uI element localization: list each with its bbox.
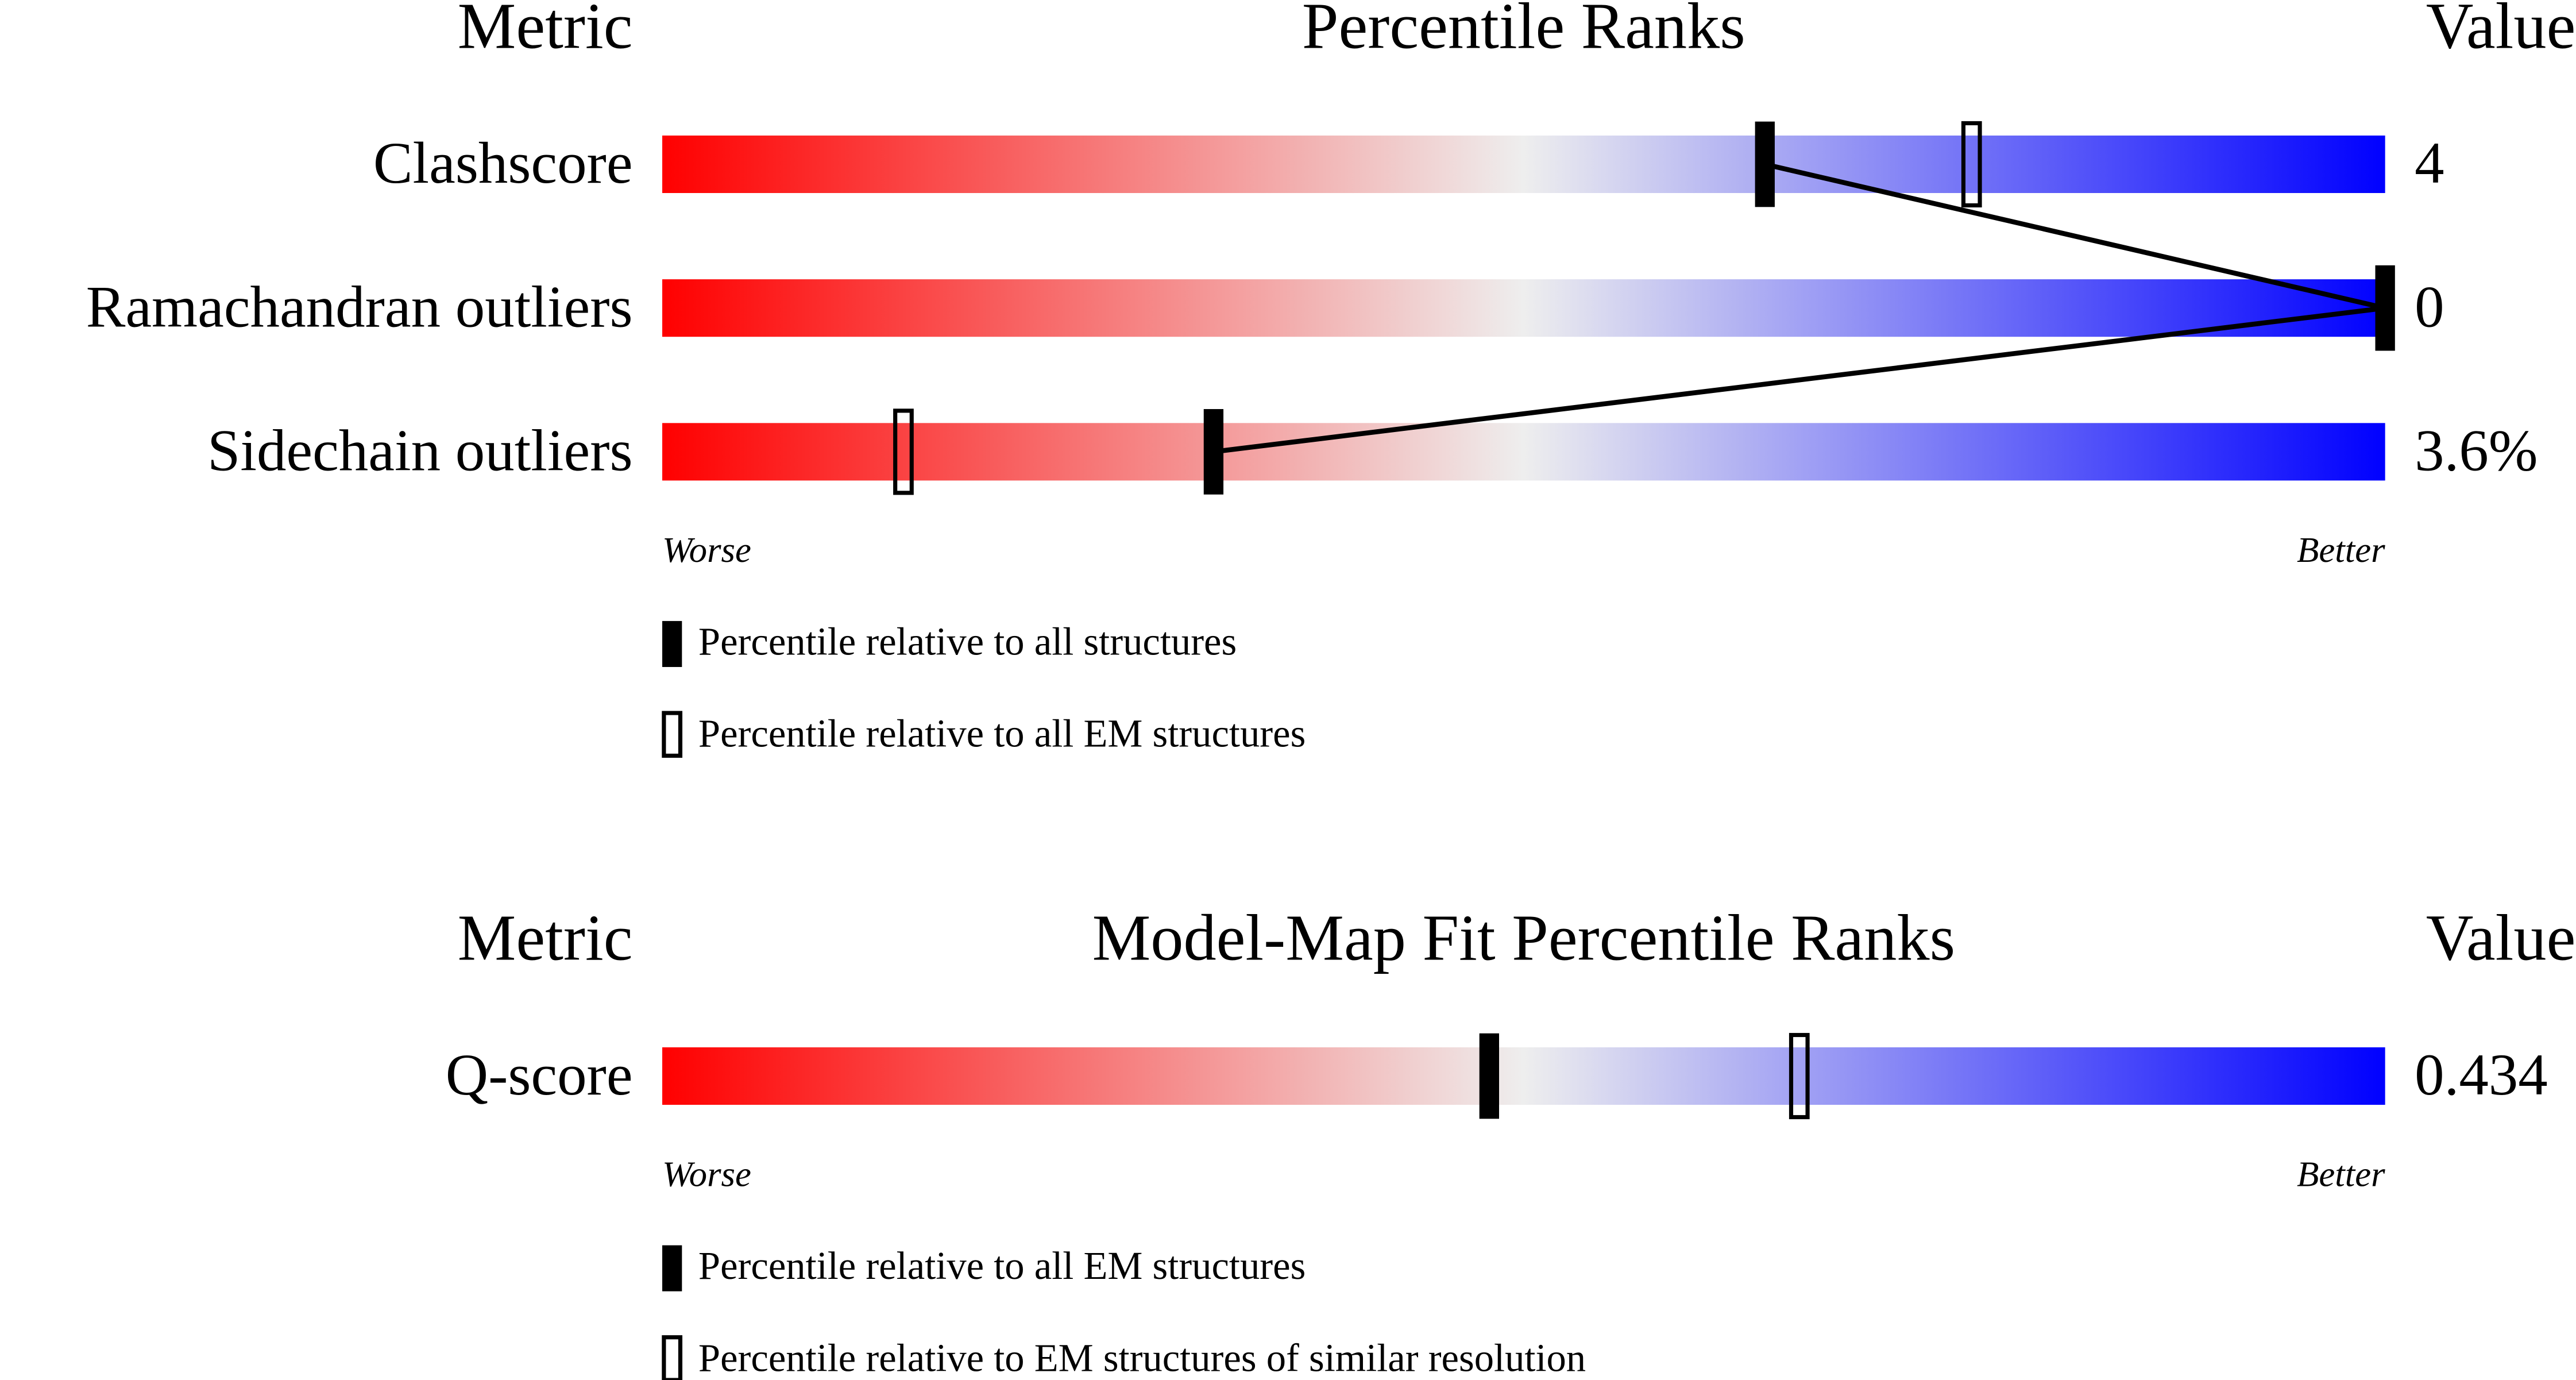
legend-swatch	[662, 711, 683, 758]
worse-label: Worse	[662, 530, 751, 570]
percentile-marker-open	[1789, 1032, 1810, 1120]
value-header: Value	[2426, 901, 2575, 974]
percentile-marker	[1755, 121, 1775, 207]
metric-value: 0.434	[2415, 1042, 2548, 1108]
metric-header: Metric	[458, 0, 633, 62]
legend-swatch	[662, 1245, 682, 1292]
chart-title: Model-Map Fit Percentile Ranks	[1092, 901, 1956, 974]
legend-label: Percentile relative to EM structures of …	[698, 1336, 1586, 1379]
percentile-marker	[2375, 265, 2395, 351]
better-label: Better	[2297, 1154, 2385, 1194]
percentile-marker-open	[1961, 121, 1982, 208]
legend-swatch	[662, 620, 682, 667]
percentile-marker-open	[893, 408, 914, 495]
percentile-marker	[1203, 409, 1224, 495]
metric-value: 0	[2415, 274, 2444, 340]
metric-value: 4	[2415, 130, 2444, 196]
percentile-bar	[662, 1047, 2385, 1105]
legend-swatch	[662, 1335, 683, 1380]
chart-title: Percentile Ranks	[1302, 0, 1745, 62]
legend-label: Percentile relative to all EM structures	[698, 712, 1306, 755]
worse-label: Worse	[662, 1154, 751, 1194]
value-header: Value	[2426, 0, 2575, 62]
percentile-bar	[662, 423, 2385, 481]
better-label: Better	[2297, 530, 2385, 570]
metric-label: Q-score	[446, 1042, 633, 1108]
percentile-bar	[662, 135, 2385, 193]
metric-label: Sidechain outliers	[207, 418, 632, 484]
percentile-marker	[1479, 1033, 1500, 1119]
legend-label: Percentile relative to all EM structures	[698, 1244, 1306, 1288]
metric-value: 3.6%	[2415, 418, 2538, 484]
percentile-bar	[662, 279, 2385, 337]
metric-header: Metric	[458, 901, 633, 974]
legend-label: Percentile relative to all structures	[698, 620, 1237, 664]
metric-label: Ramachandran outliers	[86, 274, 633, 340]
metric-label: Clashscore	[373, 130, 633, 196]
